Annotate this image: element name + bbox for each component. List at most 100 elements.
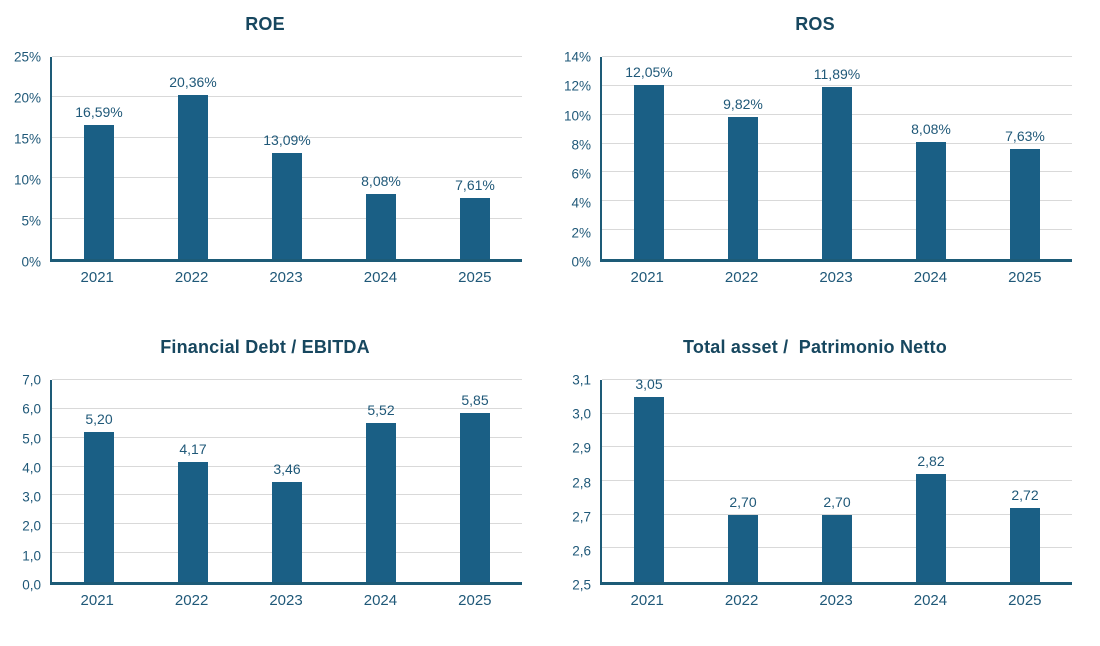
x-axis-label: 2023 — [269, 592, 303, 609]
bar-2021 — [634, 85, 664, 259]
gridline — [52, 96, 522, 98]
y-axis-tick-label: 3,0 — [22, 489, 41, 505]
x-axis: 2021 2022 2023 2024 2025 — [558, 592, 1072, 609]
bar-2021 — [84, 431, 114, 582]
bar-slot: 16,59% — [52, 57, 146, 259]
gridline — [52, 379, 522, 380]
y-axis-tick-label: 6,0 — [22, 401, 41, 417]
bar-2024 — [916, 474, 946, 582]
gridline — [602, 379, 1072, 380]
x-axis-label: 2023 — [819, 269, 853, 286]
bar-2024 — [366, 422, 396, 582]
plot-row: 2,5 2,6 2,7 2,8 2,9 3,0 3,1 3,05 2,70 2,70 2,82 2,7… — [558, 373, 1072, 593]
bar-slot: 12,05% — [602, 57, 696, 259]
chart-body: 0% 2% 4% 6% 8% 10% 12% 14% 12,05% 9,82% 11,89% 8,08… — [558, 50, 1072, 323]
plot-row: 0% 2% 4% 6% 8% 10% 12% 14% 12,05% 9,82% 11,89% 8,08… — [558, 50, 1072, 270]
bar-slot: 2,70 — [790, 380, 884, 582]
y-axis-tick-label: 2,0 — [22, 518, 41, 534]
gridline — [52, 56, 522, 57]
plot-row: 0% 5% 10% 15% 20% 25% 16,59% 20,36% 13,09% 8,08% 7… — [8, 50, 522, 270]
x-axis-label: 2025 — [1008, 592, 1042, 609]
y-axis-tick-label: 25% — [13, 49, 41, 65]
x-axis-labels: 2021 2022 2023 2024 2025 — [50, 592, 522, 609]
bar-2022 — [178, 461, 208, 582]
x-axis-label: 2022 — [724, 592, 759, 609]
plot-area: 12,05% 9,82% 11,89% 8,08% 7,63% — [600, 56, 1072, 262]
y-axis-tick-label: 6% — [571, 166, 591, 182]
y-axis-tick-label: 2% — [571, 225, 591, 241]
gridline — [52, 436, 522, 438]
gridline — [602, 480, 1072, 481]
x-axis-label: 2022 — [724, 269, 759, 286]
bar-2021 — [634, 396, 664, 582]
bars-row: 3,05 2,70 2,70 2,82 2,72 — [602, 376, 1072, 582]
bar-slot: 5,85 — [428, 380, 522, 582]
y-axis: 0,0 1,0 2,0 3,0 4,0 5,0 6,0 7,0 — [8, 373, 50, 593]
x-axis-label: 2023 — [819, 592, 853, 609]
gridline — [602, 84, 1072, 86]
bar-2023 — [272, 482, 302, 582]
chart-title: ROE — [245, 14, 285, 34]
x-axis-label: 2025 — [458, 269, 492, 286]
bar-2023 — [272, 153, 302, 259]
y-axis-tick-label: 8% — [571, 137, 591, 153]
y-axis-tick-label: 2,9 — [572, 440, 591, 456]
bar-slot: 3,05 — [602, 376, 696, 582]
x-axis-labels: 2021 2022 2023 2024 2025 — [50, 269, 522, 286]
bars-row: 16,59% 20,36% 13,09% 8,08% 7,61% — [52, 57, 522, 259]
x-axis: 2021 2022 2023 2024 2025 — [558, 269, 1072, 286]
x-axis-label: 2024 — [363, 269, 398, 286]
bar-slot: 2,72 — [978, 380, 1072, 582]
chart-title: ROS — [795, 14, 835, 34]
bar-value-label: 20,36% — [169, 73, 217, 90]
y-axis-tick-label: 0% — [571, 254, 591, 270]
bar-slot: 3,46 — [240, 380, 334, 582]
bar-2025 — [1010, 148, 1040, 259]
bar-2022 — [178, 94, 208, 259]
bar-slot: 8,08% — [334, 57, 428, 259]
bar-value-label: 12,05% — [625, 64, 673, 81]
gridline — [602, 56, 1072, 57]
y-axis-tick-label: 20% — [13, 90, 41, 106]
x-axis-gutter — [558, 592, 600, 609]
bar-slot: 20,36% — [146, 57, 240, 259]
chart-title: Total asset / Patrimonio Netto — [683, 337, 947, 357]
y-axis: 0% 5% 10% 15% 20% 25% — [8, 50, 50, 270]
x-axis-label: 2024 — [913, 592, 948, 609]
bar-value-label: 8,08% — [911, 121, 951, 138]
y-axis-tick-label: 1,0 — [22, 548, 41, 564]
bar-2025 — [460, 197, 490, 259]
y-axis-tick-label: 2,7 — [572, 509, 591, 525]
gridline — [52, 465, 522, 467]
gridline — [602, 446, 1072, 448]
x-axis-label: 2021 — [80, 592, 114, 609]
y-axis-tick-label: 14% — [563, 49, 591, 65]
y-axis-tick-label: 12% — [563, 78, 591, 94]
bar-value-label: 4,17 — [179, 440, 207, 457]
bar-value-label: 2,82 — [917, 453, 945, 470]
bar-value-label: 16,59% — [75, 103, 123, 120]
plot-area: 5,20 4,17 3,46 5,52 5,85 — [50, 379, 522, 585]
y-axis: 0% 2% 4% 6% 8% 10% 12% 14% — [558, 50, 600, 270]
bar-2024 — [366, 193, 396, 259]
bar-value-label: 5,20 — [85, 410, 113, 427]
bar-value-label: 5,85 — [461, 392, 489, 409]
y-axis-tick-label: 5,0 — [22, 431, 41, 447]
x-axis-label: 2024 — [913, 269, 948, 286]
y-axis-tick-label: 3,1 — [572, 372, 591, 388]
plot-area: 3,05 2,70 2,70 2,82 2,72 — [600, 376, 1072, 585]
x-axis-labels: 2021 2022 2023 2024 2025 — [600, 269, 1072, 286]
x-axis-gutter — [8, 269, 50, 286]
x-axis-label: 2025 — [1008, 269, 1042, 286]
x-axis-label: 2025 — [458, 592, 492, 609]
gridline — [52, 407, 522, 409]
y-axis-tick-label: 15% — [13, 131, 41, 147]
bar-value-label: 7,63% — [1005, 127, 1045, 144]
bar-slot: 9,82% — [696, 57, 790, 259]
x-axis-label: 2021 — [630, 592, 664, 609]
y-axis-tick-label: 5% — [21, 213, 41, 229]
bar-2023 — [822, 514, 852, 582]
chart-financial-debt-ebitda: Financial Debt / EBITDA 0,0 1,0 2,0 3,0 4,0 5… — [0, 323, 550, 646]
y-axis-tick-label: 2,6 — [572, 543, 591, 559]
